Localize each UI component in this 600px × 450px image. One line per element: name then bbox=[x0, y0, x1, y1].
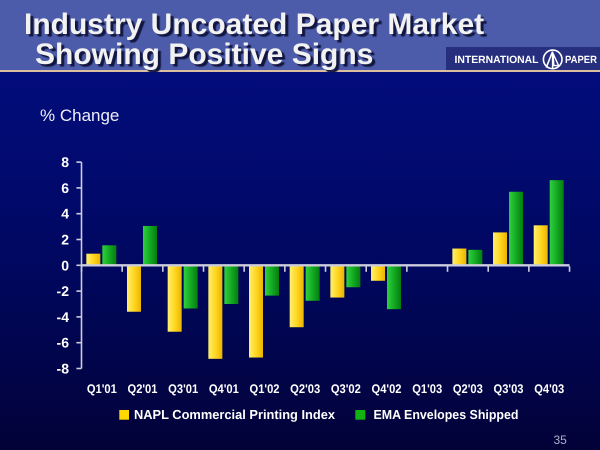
svg-text:-4: -4 bbox=[57, 309, 70, 325]
svg-text:Q1'01: Q1'01 bbox=[87, 382, 117, 396]
svg-text:Q2'01: Q2'01 bbox=[128, 382, 158, 396]
svg-text:0: 0 bbox=[61, 257, 69, 273]
svg-text:Q2'03: Q2'03 bbox=[290, 382, 320, 396]
svg-text:6: 6 bbox=[61, 180, 69, 196]
svg-text:Q1'03: Q1'03 bbox=[412, 382, 442, 396]
svg-text:Q4'01: Q4'01 bbox=[209, 382, 239, 396]
svg-text:Q4'02: Q4'02 bbox=[372, 382, 402, 396]
svg-text:Q2'03: Q2'03 bbox=[453, 382, 483, 396]
svg-text:Q3'02: Q3'02 bbox=[331, 382, 361, 396]
svg-text:2: 2 bbox=[61, 232, 69, 248]
svg-text:PAPER: PAPER bbox=[565, 54, 597, 66]
svg-text:EMA Envelopes Shipped: EMA Envelopes Shipped bbox=[374, 407, 519, 422]
svg-text:4: 4 bbox=[61, 206, 69, 222]
svg-text:NAPL Commercial Printing Index: NAPL Commercial Printing Index bbox=[134, 407, 336, 422]
svg-text:8: 8 bbox=[61, 154, 69, 170]
svg-text:INTERNATIONAL: INTERNATIONAL bbox=[455, 54, 540, 66]
svg-text:-8: -8 bbox=[57, 361, 70, 377]
svg-text:-6: -6 bbox=[57, 335, 70, 351]
svg-text:-2: -2 bbox=[57, 283, 70, 299]
svg-text:Q3'03: Q3'03 bbox=[494, 382, 524, 396]
svg-text:Q4'03: Q4'03 bbox=[534, 382, 564, 396]
svg-text:Q3'01: Q3'01 bbox=[168, 382, 198, 396]
svg-text:Q1'02: Q1'02 bbox=[250, 382, 280, 396]
